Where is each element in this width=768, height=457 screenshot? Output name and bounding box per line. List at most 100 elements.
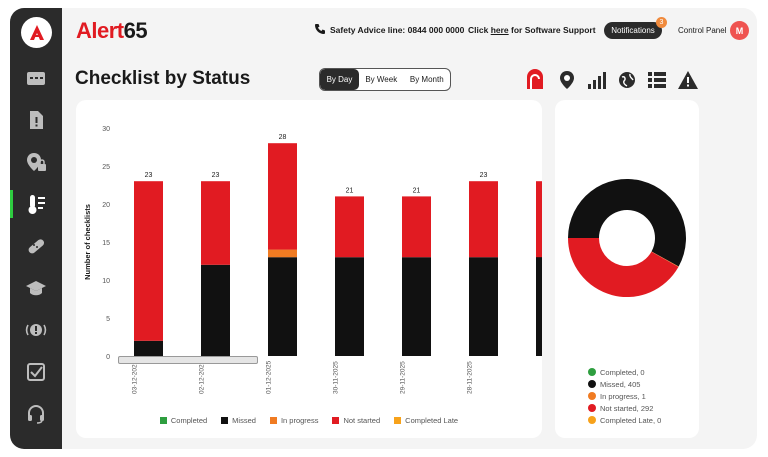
globe-icon[interactable]	[616, 69, 638, 91]
donut-chart	[568, 179, 686, 297]
bar-segment-missed[interactable]	[268, 257, 297, 356]
bar-total-label: 23	[145, 172, 153, 179]
bar-segment-missed[interactable]	[335, 257, 364, 356]
list-icon[interactable]	[646, 69, 668, 91]
checklist-icon	[27, 363, 45, 381]
sidebar-item-locations[interactable]	[10, 144, 62, 180]
legend-label: Missed	[232, 416, 256, 425]
bar-segment-missed[interactable]	[469, 257, 498, 356]
support-link[interactable]: here	[490, 25, 509, 35]
bar-segment-in-progress[interactable]	[268, 249, 297, 258]
legend-item-completed-late[interactable]: Completed Late	[394, 416, 458, 425]
bar-segment-not-started[interactable]	[201, 181, 230, 265]
legend-swatch	[221, 417, 229, 424]
phone-icon	[315, 24, 325, 34]
x-tick-label: 28-11-2025	[467, 361, 474, 394]
segment-by-week[interactable]: By Week	[365, 75, 398, 84]
legend-dot	[588, 404, 596, 412]
donut-legend-missed[interactable]: Missed, 405	[588, 378, 661, 390]
legend-swatch	[394, 417, 402, 424]
legend-item-completed[interactable]: Completed	[159, 416, 207, 425]
x-tick-label: 03-12-2025	[132, 360, 139, 394]
alarm-icon	[25, 324, 47, 336]
notifications-button[interactable]: Notifications	[604, 22, 662, 39]
sidebar-item-checklists[interactable]	[10, 186, 62, 222]
bar-segment-not-started[interactable]	[402, 196, 431, 258]
legend-label: Not started	[343, 416, 381, 425]
brand-text: Alert	[76, 18, 124, 43]
legend-label: Missed, 405	[600, 379, 641, 389]
location-lock-icon	[27, 153, 46, 171]
signal-bars-icon[interactable]	[586, 69, 608, 91]
notifications-label: Notifications	[611, 26, 655, 35]
bar-segment-not-started[interactable]	[134, 181, 163, 341]
headset-icon	[28, 405, 44, 424]
sidebar-item-support[interactable]	[10, 396, 62, 432]
x-tick-label: 30-11-2025	[333, 361, 340, 394]
legend-label: Not started, 292	[600, 403, 654, 413]
warning-icon[interactable]	[677, 69, 699, 91]
legend-dot	[588, 416, 596, 424]
legend-swatch	[269, 417, 277, 424]
bar-segment-missed[interactable]	[402, 257, 431, 356]
sidebar-item-training[interactable]	[10, 270, 62, 306]
app-window: Alert65 Safety Advice line: 0844 000 000…	[10, 8, 757, 449]
y-tick-label: 5	[106, 316, 110, 323]
bar-segment-not-started[interactable]	[268, 143, 297, 250]
bar-segment-missed[interactable]	[201, 264, 230, 356]
bar-total-label: 28	[279, 134, 287, 141]
x-tick-label: 01-12-2025	[266, 360, 273, 394]
legend-swatch	[332, 417, 340, 424]
safety-advice-line: Safety Advice line: 0844 000 0000	[330, 25, 465, 35]
building-icon[interactable]	[524, 69, 546, 91]
donut-legend-completed-late[interactable]: Completed Late, 0	[588, 414, 661, 426]
segment-by-day[interactable]: By Day	[320, 69, 359, 90]
legend-item-not-started[interactable]: Not started	[332, 416, 380, 425]
legend-dot	[588, 368, 596, 376]
sidebar-item-alarms[interactable]	[10, 312, 62, 348]
legend-swatch	[159, 417, 167, 424]
x-tick-label: 29-11-2025	[400, 361, 407, 394]
legend-label: In progress	[280, 416, 319, 425]
donut-slice-not-started[interactable]	[568, 238, 679, 297]
legend-label: Completed, 0	[600, 367, 645, 377]
page-title: Checklist by Status	[75, 68, 251, 89]
legend-item-missed[interactable]: Missed	[221, 416, 256, 425]
sidebar-item-dashboard[interactable]	[10, 60, 62, 96]
donut-legend-completed[interactable]: Completed, 0	[588, 366, 661, 378]
bar-segment-clipped[interactable]	[536, 257, 542, 356]
bandage-icon	[28, 239, 45, 254]
segment-by-month[interactable]: By Month	[409, 75, 444, 84]
support-suffix: for Software Support	[508, 25, 596, 35]
bar-total-label: 23	[212, 172, 220, 179]
donut-slice-missed[interactable]	[568, 179, 686, 267]
location-pin-icon[interactable]	[556, 69, 578, 91]
bar-segment-not-started[interactable]	[335, 196, 364, 258]
y-tick-label: 20	[102, 202, 110, 209]
sidebar-item-documents[interactable]	[10, 102, 62, 138]
brand-logo: Alert65	[76, 18, 148, 44]
legend-dot	[588, 392, 596, 400]
graduation-cap-icon	[26, 281, 46, 296]
bar-chart-card: 0 5 10 15 20 25 30 Number of checklists 23 03-12-…	[76, 100, 542, 438]
sidebar-item-first-aid[interactable]	[10, 228, 62, 264]
brand-number: 65	[123, 18, 148, 43]
control-panel-link[interactable]: Control Panel	[678, 26, 727, 35]
bar-segment-not-started[interactable]	[469, 181, 498, 258]
legend-dot	[588, 380, 596, 388]
donut-legend-not-started[interactable]: Not started, 292	[588, 402, 661, 414]
notifications-badge: 3	[656, 17, 667, 28]
user-avatar[interactable]: M	[730, 21, 749, 40]
app-logo[interactable]	[21, 17, 52, 48]
document-alert-icon	[30, 111, 43, 129]
thermometer-list-icon	[28, 195, 45, 214]
chart-horizontal-scrollbar[interactable]	[118, 356, 258, 364]
legend-item-in-progress[interactable]: In progress	[269, 416, 319, 425]
bar-segment-missed[interactable]	[134, 340, 163, 356]
donut-slice-in-progress[interactable]	[651, 251, 679, 267]
donut-legend-in-progress[interactable]: In progress, 1	[588, 390, 661, 402]
legend-label: Completed Late, 0	[600, 415, 662, 425]
sidebar-item-tasks[interactable]	[10, 354, 62, 390]
y-tick-label: 15	[102, 240, 110, 247]
bar-total-label: 21	[346, 187, 354, 194]
